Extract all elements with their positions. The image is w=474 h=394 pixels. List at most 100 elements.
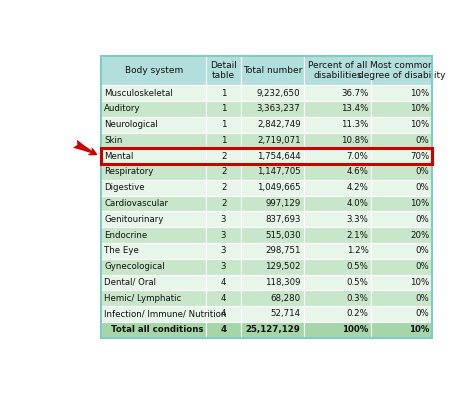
Bar [303,275,372,290]
Bar [303,212,372,227]
Bar [206,85,241,101]
Bar [206,322,241,338]
Text: 0.5%: 0.5% [346,278,369,287]
Text: 2.1%: 2.1% [346,230,369,240]
Text: 3: 3 [221,246,227,255]
Bar [206,259,241,275]
Text: 2: 2 [221,167,227,177]
Text: Infection/ Immune/ Nutrition: Infection/ Immune/ Nutrition [104,309,227,318]
Text: Hemic/ Lymphatic: Hemic/ Lymphatic [104,294,182,303]
Text: 4: 4 [221,294,227,303]
Bar [303,101,372,117]
Text: 10%: 10% [410,89,429,98]
Bar [372,306,432,322]
Text: Skin: Skin [104,136,123,145]
Bar [303,56,372,85]
Bar [241,322,303,338]
Text: 0%: 0% [415,262,429,271]
Bar [372,322,432,338]
Bar [241,56,303,85]
Bar [241,227,303,243]
Bar [303,164,372,180]
Bar [372,164,432,180]
Bar [206,132,241,148]
Text: 4: 4 [220,325,227,334]
Bar [372,148,432,164]
Bar [101,322,206,338]
Text: 7.0%: 7.0% [346,152,369,161]
Text: 3: 3 [221,262,227,271]
Text: 4.6%: 4.6% [346,167,369,177]
Bar [303,322,372,338]
Bar [303,180,372,196]
Text: 25,127,129: 25,127,129 [246,325,301,334]
Text: 0%: 0% [415,246,429,255]
Text: Musculoskeletal: Musculoskeletal [104,89,173,98]
Text: 1,147,705: 1,147,705 [257,167,301,177]
Text: 298,751: 298,751 [265,246,301,255]
Text: 3: 3 [221,230,227,240]
Text: 2,719,071: 2,719,071 [257,136,301,145]
Bar [206,290,241,306]
Text: 837,693: 837,693 [265,215,301,224]
Bar [303,148,372,164]
Bar [101,117,206,132]
Bar [241,290,303,306]
Text: 4: 4 [221,309,227,318]
Bar [241,212,303,227]
Text: 11.3%: 11.3% [341,120,369,129]
Bar [101,275,206,290]
Bar [372,243,432,259]
Text: 3,363,237: 3,363,237 [257,104,301,113]
Text: 20%: 20% [410,230,429,240]
Bar [241,243,303,259]
Text: 70%: 70% [410,152,429,161]
Text: 1: 1 [221,89,227,98]
Bar [372,101,432,117]
Bar [241,85,303,101]
Bar [101,132,206,148]
Text: Body system: Body system [125,66,183,75]
Bar [241,164,303,180]
Bar [241,259,303,275]
Text: Endocrine: Endocrine [104,230,148,240]
Text: 0%: 0% [415,294,429,303]
Bar [101,306,206,322]
Bar [101,212,206,227]
Bar [303,117,372,132]
Text: 52,714: 52,714 [271,309,301,318]
Bar [372,196,432,212]
Bar [303,306,372,322]
Text: 10.8%: 10.8% [341,136,369,145]
Bar [303,85,372,101]
Bar [372,117,432,132]
Text: 0%: 0% [415,215,429,224]
Text: Mental: Mental [104,152,134,161]
Bar [101,148,206,164]
Text: 10%: 10% [410,199,429,208]
Bar [241,196,303,212]
Text: Total all conditions: Total all conditions [111,325,203,334]
Text: 10%: 10% [409,325,429,334]
Text: 0.5%: 0.5% [346,262,369,271]
Bar [241,275,303,290]
Bar [101,85,206,101]
Bar [303,259,372,275]
Text: 3: 3 [221,215,227,224]
Bar [206,180,241,196]
Text: Genitourinary: Genitourinary [104,215,164,224]
Bar [101,101,206,117]
Text: 4: 4 [221,278,227,287]
Text: 36.7%: 36.7% [341,89,369,98]
Text: Percent of all
disabilities: Percent of all disabilities [308,61,367,80]
Text: 1,754,644: 1,754,644 [257,152,301,161]
Text: 68,280: 68,280 [271,294,301,303]
Bar [206,164,241,180]
Bar [303,227,372,243]
Bar [206,117,241,132]
Bar [101,243,206,259]
Bar [241,132,303,148]
Text: Cardiovascular: Cardiovascular [104,199,168,208]
Text: 4.2%: 4.2% [346,183,369,192]
Bar [372,290,432,306]
